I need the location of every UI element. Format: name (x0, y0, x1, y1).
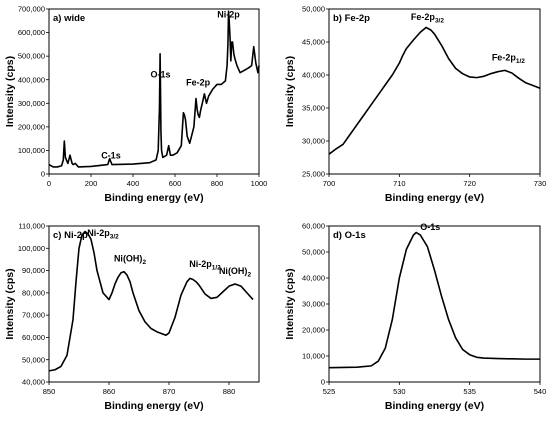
y-tick-label: 80,000 (22, 288, 45, 297)
y-axis-title: Intensity (cps) (284, 56, 296, 127)
peak-label-text: Fe-2p (411, 12, 436, 22)
peak-label: Ni(OH)2 (114, 254, 147, 267)
y-axis-title: Intensity (cps) (4, 268, 16, 339)
y-axis-title: Intensity (cps) (284, 268, 296, 339)
y-tick-label: 35,000 (302, 104, 325, 113)
peak-label-text: Fe-2p (186, 78, 211, 88)
x-axis-title: Binding energy (eV) (104, 400, 203, 412)
peak-label: Fe-2p1/2 (492, 52, 525, 64)
panel-title: c) Ni-2p (53, 230, 88, 241)
x-tick-label: 540 (534, 387, 547, 396)
peak-label-sub: 3/2 (110, 234, 119, 241)
y-tick-label: 200,000 (18, 122, 45, 131)
peak-label-text: Ni(OH) (114, 254, 143, 264)
peak-label-text: Fe-2p (492, 52, 517, 62)
peak-label-text: Ni(OH) (219, 266, 248, 276)
y-tick-label: 60,000 (302, 222, 325, 231)
y-tick-label: 20,000 (302, 326, 325, 335)
peak-label-sub: 2 (142, 259, 146, 266)
x-axis-title: Binding energy (eV) (104, 192, 203, 204)
y-tick-label: 50,000 (302, 248, 325, 257)
peak-label: Ni-2p (217, 9, 240, 19)
y-tick-label: 30,000 (302, 137, 325, 146)
panel-d: 525 530 535 540 0 10,000 20,000 30,000 40,000 50,… (284, 222, 546, 412)
x-tick-label: 870 (163, 387, 176, 396)
y-tick-label: 500,000 (18, 52, 45, 61)
spectrum-line (328, 26, 541, 155)
y-tick-label: 40,000 (302, 71, 325, 80)
y-tick-label: 700,000 (18, 5, 45, 14)
x-tick-label: 600 (169, 179, 182, 188)
plot-frame (48, 225, 260, 383)
panel-c: 850 860 870 880 40,000 50,000 60,000 70,000 80,0… (4, 222, 260, 412)
peak-label: Fe-2p3/2 (411, 12, 444, 25)
peak-label: Ni-2p1/2 (189, 259, 221, 272)
x-tick-label: 525 (323, 387, 336, 396)
x-tick-label: 530 (393, 387, 406, 396)
panel-title: b) Fe-2p (333, 13, 370, 24)
panel-title: a) wide (53, 13, 85, 24)
y-tick-label: 90,000 (22, 266, 45, 275)
x-tick-label: 710 (393, 179, 406, 188)
panel-b: 700 710 720 730 25,000 30,000 35,000 40,000 45,0… (284, 5, 546, 204)
peak-label-text: Ni-2p (87, 228, 110, 238)
peak-label-text: C-1s (101, 151, 121, 161)
x-tick-label: 200 (85, 179, 98, 188)
peak-label-text: Ni-2p (217, 9, 240, 19)
peak-label-sub: 3/2 (435, 18, 444, 25)
y-tick-label: 40,000 (22, 378, 45, 387)
peak-label-sub: 1/2 (212, 265, 221, 272)
x-tick-label: 730 (534, 179, 547, 188)
peak-label-text: Ni-2p (189, 259, 212, 269)
y-tick-label: 50,000 (302, 5, 325, 14)
peak-label: Ni-2p3/2 (87, 228, 119, 241)
x-tick-label: 880 (223, 387, 236, 396)
spectrum-line (48, 10, 260, 168)
y-tick-label: 60,000 (22, 333, 45, 342)
y-tick-label: 45,000 (302, 38, 325, 47)
y-tick-label: 50,000 (22, 355, 45, 364)
x-tick-label: 860 (103, 387, 116, 396)
x-tick-label: 535 (463, 387, 476, 396)
peak-label: C-1s (101, 151, 121, 161)
y-axis-title: Intensity (cps) (4, 56, 16, 127)
spectrum-line (48, 230, 254, 372)
y-tick-label: 10,000 (302, 352, 325, 361)
x-tick-label: 0 (47, 179, 51, 188)
panel-title: d) O-1s (333, 230, 366, 241)
x-axis-title: Binding energy (eV) (385, 400, 484, 412)
spectrum-line (328, 231, 540, 369)
y-tick-label: 400,000 (18, 75, 45, 84)
x-tick-label: 400 (127, 179, 140, 188)
y-tick-label: 30,000 (302, 300, 325, 309)
peak-label-text: O-1s (151, 69, 171, 79)
y-tick-label: 100,000 (18, 146, 45, 155)
y-tick-label: 25,000 (302, 170, 325, 179)
x-axis-title: Binding energy (eV) (385, 192, 484, 204)
peak-label: O-1s (420, 222, 440, 232)
panel-a: 0 200 400 600 800 1000 0 100,000 200,000 300,000 4… (4, 5, 267, 204)
peak-label: Ni(OH)2 (219, 266, 252, 279)
x-tick-label: 850 (43, 387, 56, 396)
peak-label-sub: 1/2 (516, 58, 525, 65)
y-tick-label: 600,000 (18, 28, 45, 37)
y-tick-label: 0 (41, 170, 45, 179)
y-tick-label: 110,000 (18, 222, 45, 231)
plot-frame (48, 8, 260, 175)
y-tick-label: 300,000 (18, 99, 45, 108)
y-tick-label: 0 (321, 378, 325, 387)
x-tick-label: 720 (463, 179, 476, 188)
plot-frame (328, 8, 541, 175)
y-tick-label: 70,000 (22, 311, 45, 320)
x-tick-label: 800 (211, 179, 224, 188)
peak-label-text: O-1s (420, 222, 440, 232)
y-tick-label: 100,000 (18, 244, 45, 253)
peak-label: O-1s (151, 69, 171, 79)
y-tick-label: 40,000 (302, 274, 325, 283)
x-tick-label: 1000 (251, 179, 268, 188)
x-tick-label: 700 (323, 179, 336, 188)
peak-label: Fe-2p (186, 78, 211, 88)
peak-label-sub: 2 (247, 271, 251, 278)
